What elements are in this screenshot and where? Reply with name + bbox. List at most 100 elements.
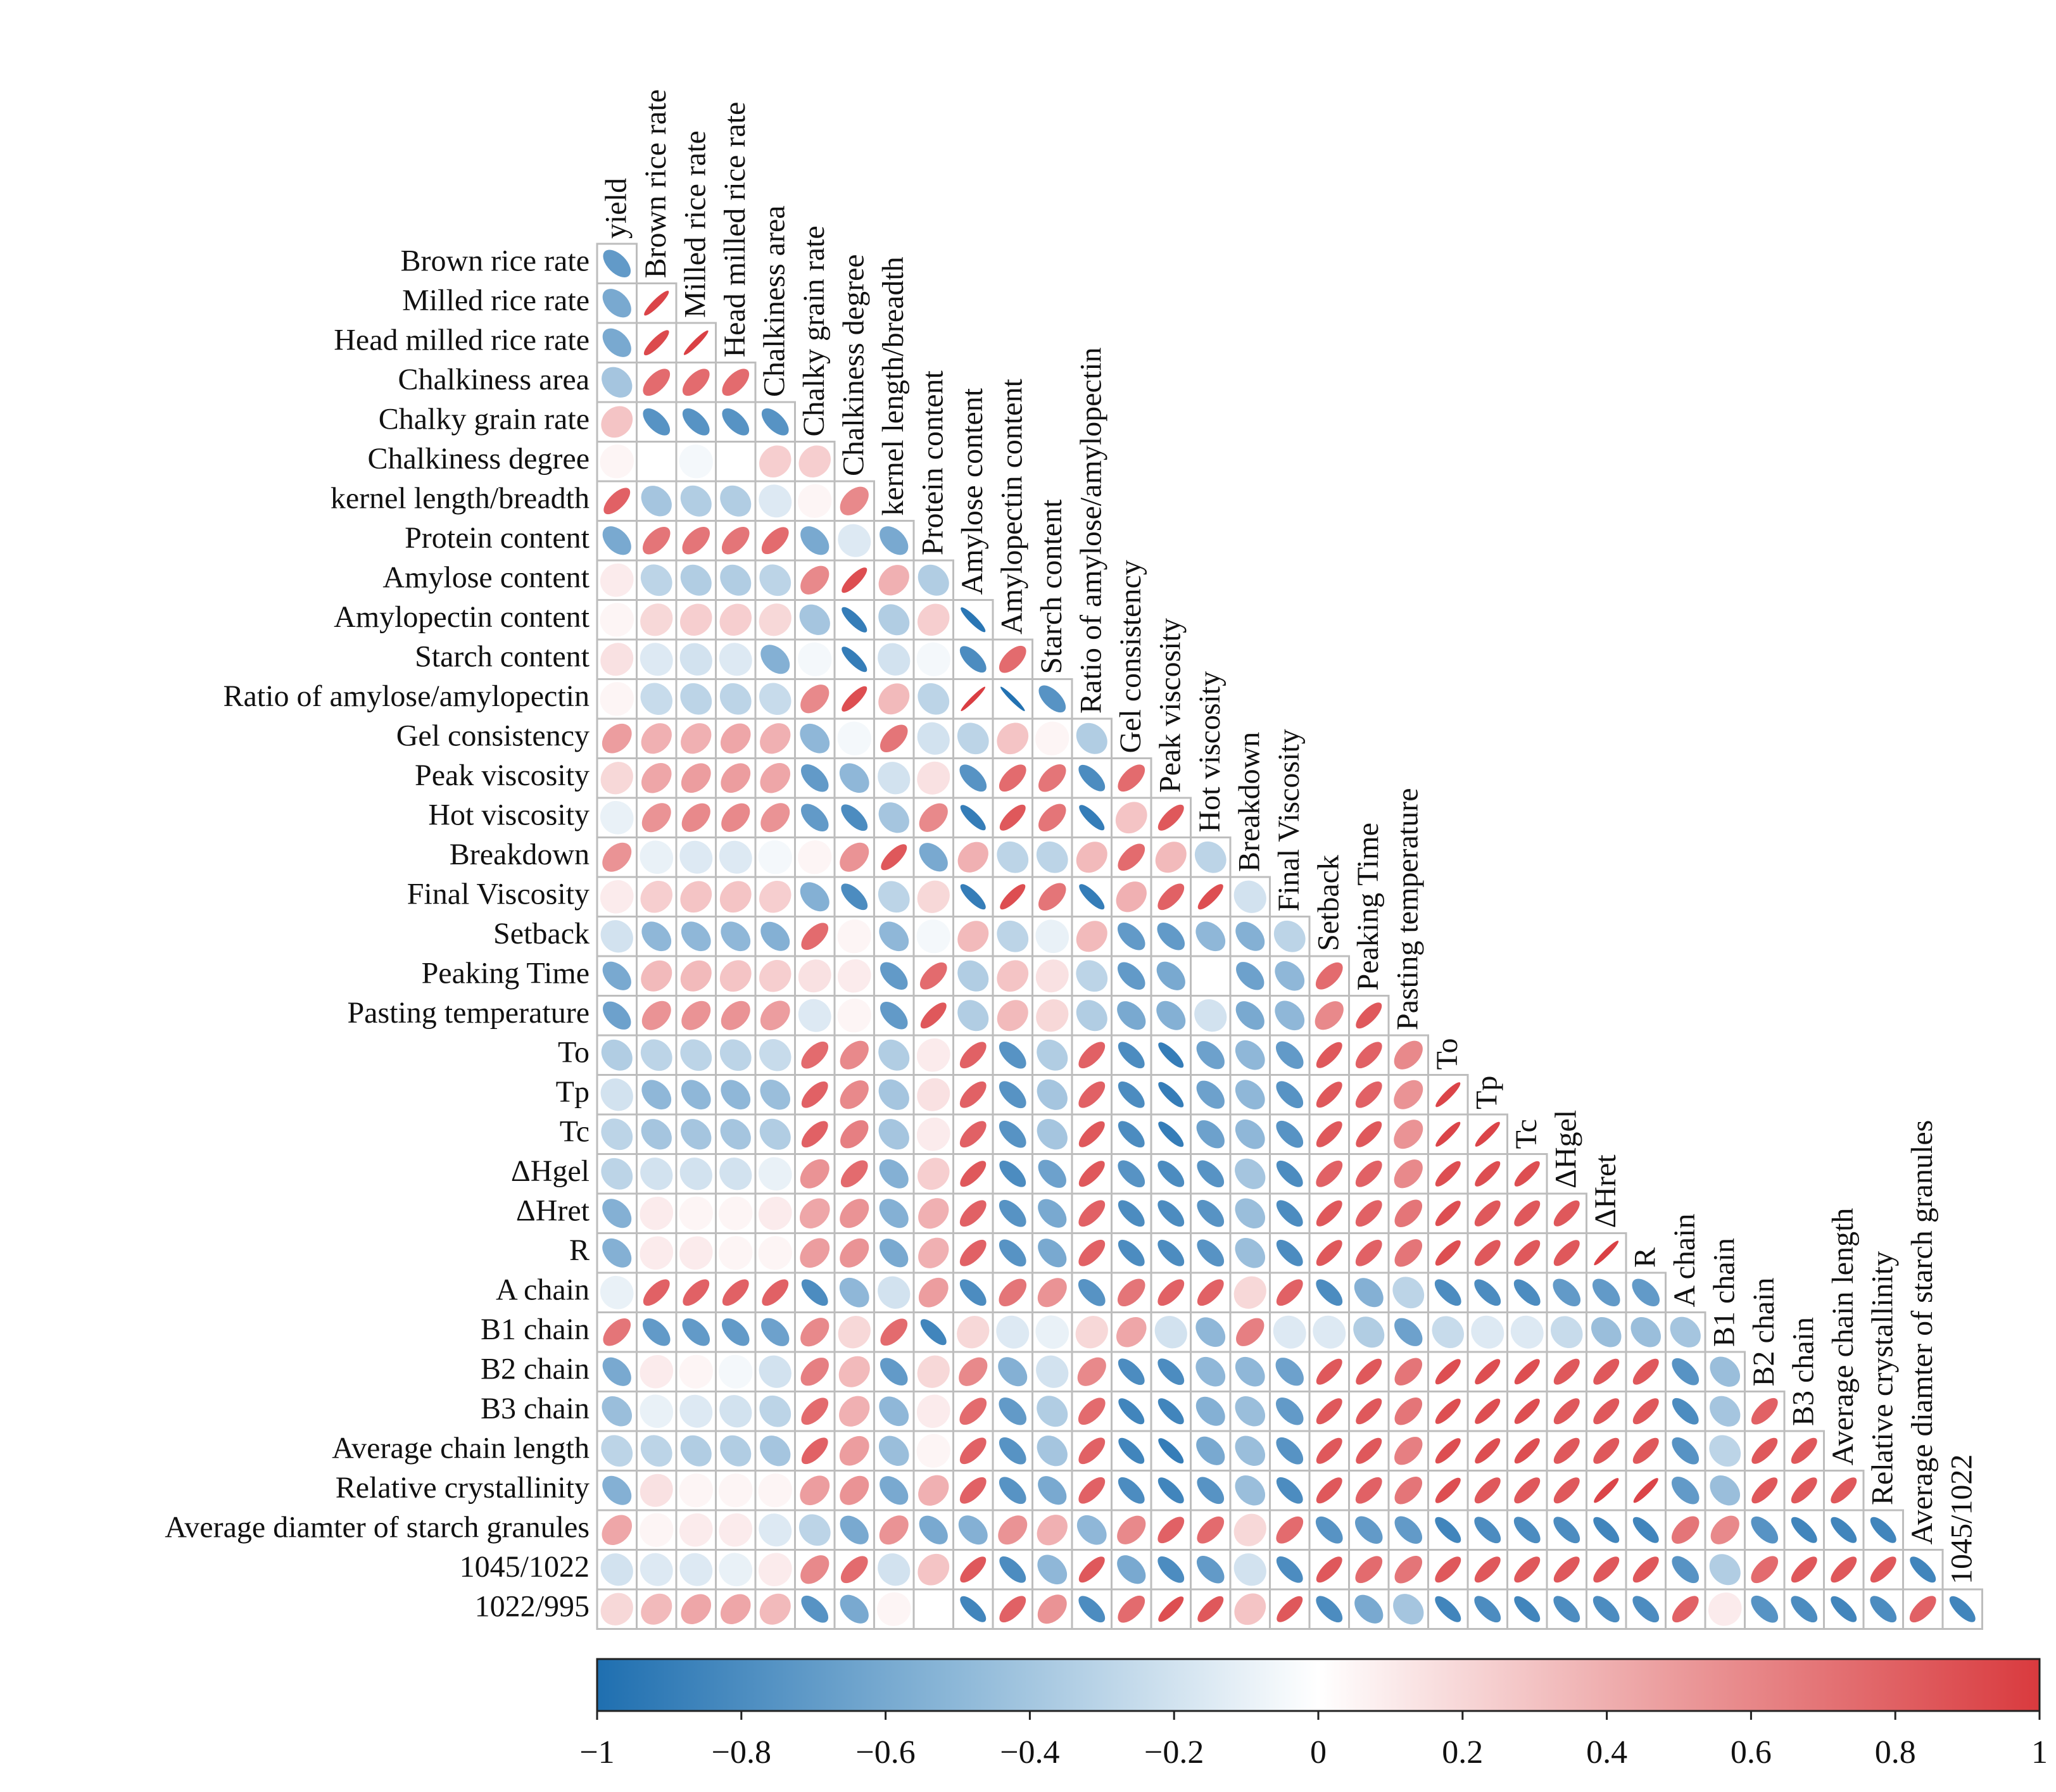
cell-b2-chain-vs-peaking-time — [1348, 1351, 1390, 1392]
correlation-ellipse — [800, 1358, 829, 1386]
colorbar-tick-label: −0.2 — [1144, 1734, 1204, 1770]
correlation-ellipse — [1075, 1316, 1108, 1349]
correlation-ellipse — [919, 843, 948, 872]
correlation-ellipse — [640, 1513, 674, 1547]
cell-b1-chain-vs-tc — [1506, 1311, 1548, 1353]
cell-average-chain-length-vs-chalky-grain-rate — [794, 1430, 836, 1472]
cell-hot-viscosity-vs-kernel-length-breadth — [873, 797, 915, 838]
correlation-ellipse — [918, 1198, 949, 1229]
cell-1045-1022-vs-head-milled-rice-rate — [715, 1549, 757, 1591]
colorbar-tick-label: 0.2 — [1442, 1734, 1483, 1770]
cell-peaking-time-vs-chalkiness-degree — [833, 955, 875, 997]
correlation-ellipse — [761, 408, 789, 436]
cell-tc-vs-final-viscosity — [1269, 1113, 1311, 1155]
cell-chalkiness-degree-vs-head-milled-rice-rate — [715, 441, 757, 483]
correlation-ellipse — [1475, 1359, 1501, 1385]
cell-1022-995-vs-b1-chain — [1704, 1588, 1746, 1630]
correlation-ellipse — [1392, 1277, 1425, 1309]
cell-b1-chain-vs-hgel — [1546, 1311, 1587, 1353]
correlation-ellipse — [639, 444, 674, 479]
correlation-ellipse — [1356, 1121, 1382, 1147]
cell-hret-vs-peaking-time — [1348, 1192, 1390, 1234]
cell-1022-995-vs-gel-consistency — [1111, 1588, 1152, 1630]
cell-hret-vs-pasting-temperature — [1387, 1192, 1429, 1234]
cell-b1-chain-vs-milled-rice-rate — [675, 1311, 717, 1353]
correlation-ellipse — [999, 1160, 1026, 1187]
correlation-ellipse — [1355, 1477, 1382, 1504]
cell-to-vs-amylose-content — [952, 1034, 994, 1076]
correlation-ellipse — [602, 1396, 633, 1427]
cell-peak-viscosity-vs-chalky-grain-rate — [794, 757, 836, 799]
cell-hgel-vs-protein-content — [912, 1153, 954, 1195]
cell-peaking-time-vs-head-milled-rice-rate — [715, 955, 757, 997]
cell-b1-chain-vs-a-chain — [1665, 1311, 1706, 1353]
correlation-ellipse — [1751, 1477, 1778, 1504]
correlation-ellipse — [1435, 1240, 1461, 1266]
cell-final-viscosity-vs-yield — [596, 876, 638, 918]
correlation-ellipse — [1394, 1120, 1423, 1149]
cell-chalky-grain-rate-vs-head-milled-rice-rate — [715, 401, 757, 443]
cell-hret-vs-breakdown — [1229, 1192, 1271, 1234]
correlation-ellipse — [1273, 920, 1306, 952]
cell-kernel-length-breadth-vs-chalkiness-area — [754, 480, 796, 522]
cell-b1-chain-vs-kernel-length-breadth — [873, 1311, 915, 1353]
correlation-ellipse — [800, 565, 829, 595]
correlation-ellipse — [681, 1080, 711, 1110]
correlation-ellipse — [679, 1394, 713, 1428]
correlation-ellipse — [1117, 1278, 1145, 1307]
correlation-ellipse — [641, 1080, 672, 1110]
correlation-ellipse — [999, 1278, 1027, 1307]
cell-b2-chain-vs-b1-chain — [1704, 1351, 1746, 1392]
correlation-ellipse — [997, 960, 1029, 992]
cell-b2-chain-vs-milled-rice-rate — [675, 1351, 717, 1392]
cell-setback-vs-chalky-grain-rate — [794, 916, 836, 957]
cell-a-chain-vs-final-viscosity — [1269, 1271, 1311, 1313]
cell-ratio-of-amylose-amylopectin-vs-yield — [596, 678, 638, 720]
correlation-ellipse — [800, 1475, 830, 1506]
correlation-ellipse — [1035, 959, 1069, 993]
correlation-ellipse — [1118, 843, 1145, 871]
correlation-ellipse — [600, 603, 634, 637]
cell-hgel-vs-to — [1427, 1153, 1469, 1195]
correlation-ellipse — [1116, 881, 1147, 912]
cell-tp-vs-chalkiness-degree — [833, 1074, 875, 1116]
correlation-ellipse — [602, 1357, 631, 1386]
cell-ratio-of-amylose-amylopectin-vs-amylose-content — [952, 678, 994, 720]
correlation-ellipse — [681, 1000, 711, 1030]
cell-r-vs-to — [1427, 1232, 1469, 1274]
correlation-ellipse — [1356, 1437, 1382, 1464]
correlation-ellipse — [722, 369, 750, 396]
correlation-ellipse — [760, 921, 790, 951]
correlation-ellipse — [1236, 1318, 1265, 1346]
colorbar-tick-label: 0 — [1310, 1734, 1327, 1770]
cell-ratio-of-amylose-amylopectin-vs-chalkiness-degree — [833, 678, 875, 720]
correlation-ellipse — [957, 1316, 990, 1349]
correlation-ellipse — [1078, 1556, 1105, 1583]
cell-to-vs-setback — [1308, 1034, 1350, 1076]
cell-peaking-time-vs-hot-viscosity — [1190, 955, 1232, 997]
cell-1045-1022-vs-tc — [1506, 1549, 1548, 1591]
correlation-ellipse — [1037, 1594, 1067, 1624]
cell-frame — [1308, 1391, 1350, 1432]
row-label-a-chain: A chain — [496, 1273, 590, 1306]
correlation-ellipse — [1751, 1398, 1778, 1425]
cell-pasting-temperature-vs-amylopectin-content — [992, 995, 1033, 1037]
correlation-ellipse — [879, 1199, 909, 1228]
correlation-ellipse — [998, 1357, 1028, 1387]
row-label-chalkiness-degree: Chalkiness degree — [367, 442, 590, 476]
correlation-ellipse — [1315, 1516, 1343, 1544]
correlation-ellipse — [880, 1476, 909, 1505]
cell-b1-chain-vs-brown-rice-rate — [636, 1311, 678, 1353]
cell-b1-chain-vs-chalky-grain-rate — [794, 1311, 836, 1353]
correlation-ellipse — [759, 959, 791, 992]
cell-a-chain-vs-hgel — [1546, 1271, 1587, 1313]
correlation-ellipse — [1514, 1398, 1540, 1424]
cell-average-diamter-of-starch-granules-vs-milled-rice-rate — [675, 1509, 717, 1551]
correlation-ellipse — [602, 1238, 632, 1268]
cell-average-chain-length-vs-milled-rice-rate — [675, 1430, 717, 1472]
row-label-starch-content: Starch content — [415, 640, 590, 673]
row-label-1045-1022: 1045/1022 — [460, 1550, 590, 1584]
cell-tc-vs-milled-rice-rate — [675, 1113, 717, 1155]
correlation-ellipse — [601, 406, 633, 438]
cell-frame — [1111, 1232, 1152, 1274]
